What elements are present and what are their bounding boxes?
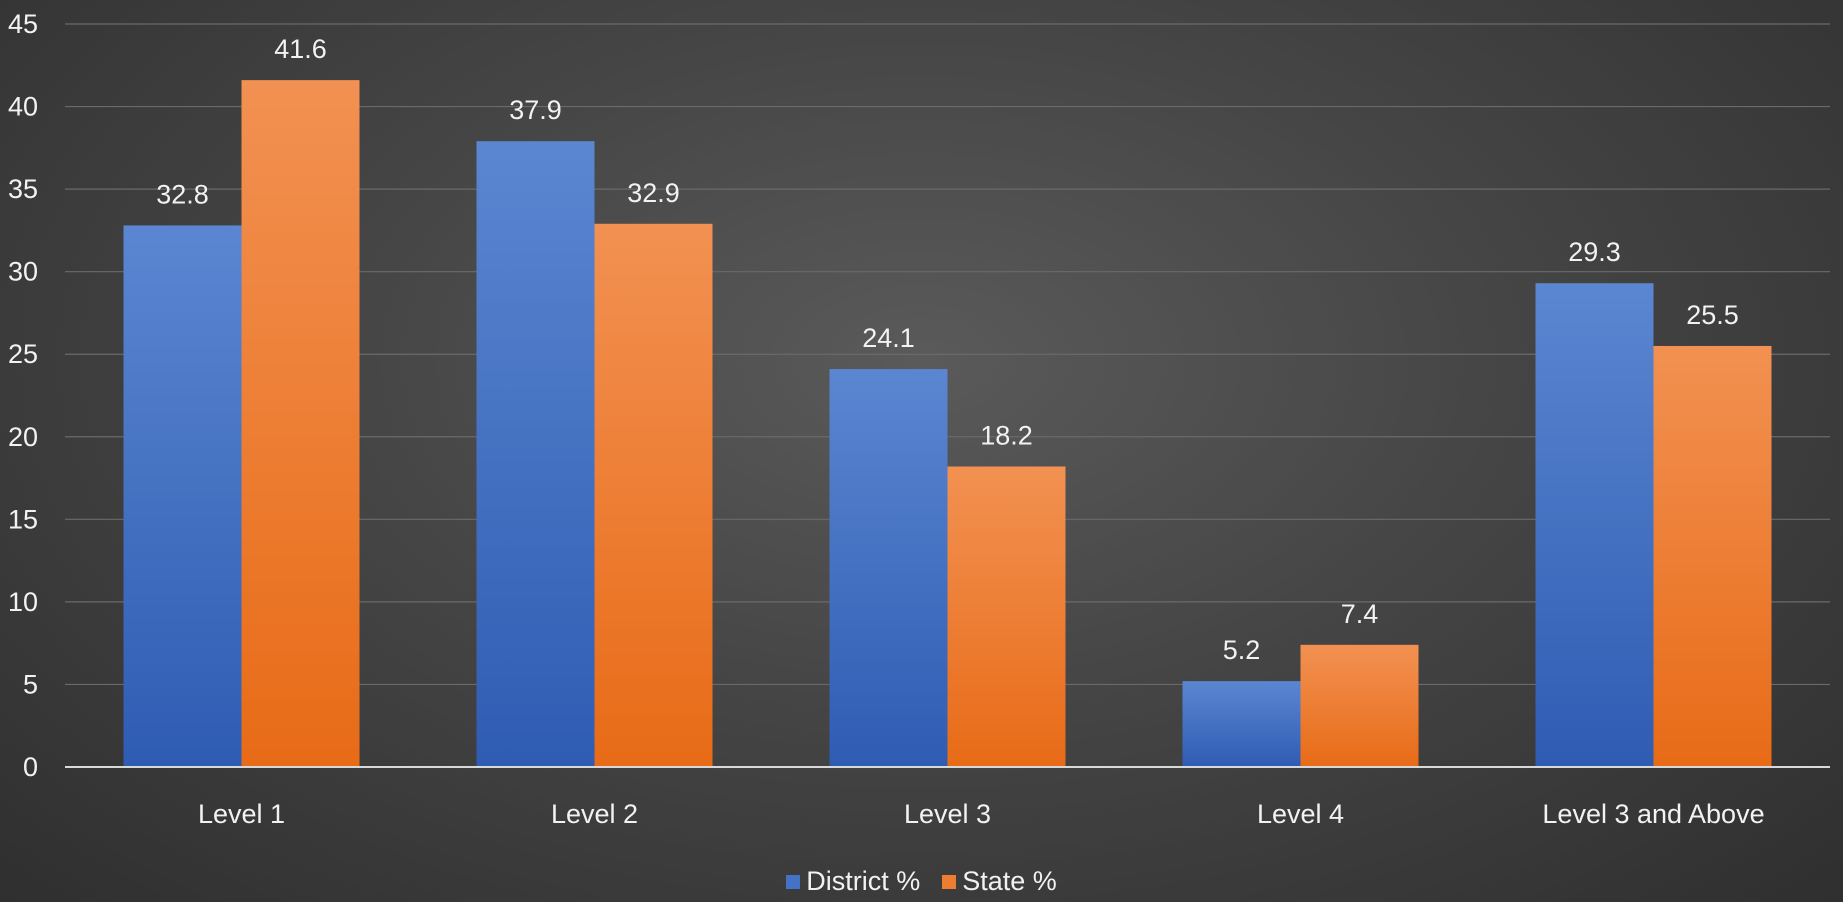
- legend-swatch-district: [786, 874, 801, 889]
- data-label-state: 25.5: [1686, 300, 1739, 330]
- x-category-label: Level 3: [904, 799, 991, 829]
- legend-label-state: State %: [962, 866, 1057, 896]
- y-tick-label: 15: [8, 504, 38, 534]
- data-label-district: 37.9: [509, 95, 562, 125]
- data-label-district: 5.2: [1223, 635, 1261, 665]
- y-tick-label: 10: [8, 587, 38, 617]
- y-tick-label: 5: [23, 669, 38, 699]
- y-tick-label: 45: [8, 9, 38, 39]
- x-category-label: Level 3 and Above: [1542, 799, 1764, 829]
- x-category-label: Level 2: [551, 799, 638, 829]
- y-axis-ticks: 0 5 10 15 20 25 30 35 40 45: [8, 9, 38, 782]
- legend-label-district: District %: [806, 866, 921, 896]
- y-tick-label: 20: [8, 422, 38, 452]
- x-axis-categories: Level 1 Level 2 Level 3 Level 4 Level 3 and …: [198, 799, 1765, 829]
- legend: District % State %: [0, 866, 1843, 897]
- x-category-label: Level 4: [1257, 799, 1344, 829]
- bar-district: [1535, 283, 1654, 767]
- y-tick-label: 30: [8, 257, 38, 287]
- x-category-label: Level 1: [198, 799, 285, 829]
- data-label-state: 41.6: [274, 34, 327, 64]
- y-tick-label: 35: [8, 174, 38, 204]
- bar-state: [594, 223, 713, 768]
- bar-district: [1182, 681, 1301, 767]
- legend-item-state: State %: [942, 866, 1057, 897]
- data-label-district: 32.8: [156, 179, 209, 209]
- bars: [123, 80, 1772, 768]
- bar-state: [1300, 644, 1419, 767]
- bar-state: [947, 466, 1066, 767]
- data-label-district: 24.1: [862, 323, 915, 353]
- bar-state: [241, 80, 360, 768]
- bar-district: [123, 225, 242, 768]
- data-label-state: 18.2: [980, 420, 1033, 450]
- y-tick-label: 0: [23, 752, 38, 782]
- data-label-state: 32.9: [627, 178, 680, 208]
- legend-item-district: District %: [786, 866, 920, 897]
- data-label-state: 7.4: [1341, 599, 1379, 629]
- bar-district: [829, 369, 948, 767]
- data-label-district: 29.3: [1568, 237, 1621, 267]
- data-labels: 32.8 41.6 37.9 32.9 24.1 18.2 5.2 7.4 29.3 25.5: [156, 34, 1739, 665]
- legend-swatch-state: [942, 874, 957, 889]
- y-tick-label: 40: [8, 92, 38, 122]
- bar-district: [476, 141, 595, 767]
- y-tick-label: 25: [8, 339, 38, 369]
- bar-state: [1653, 345, 1772, 767]
